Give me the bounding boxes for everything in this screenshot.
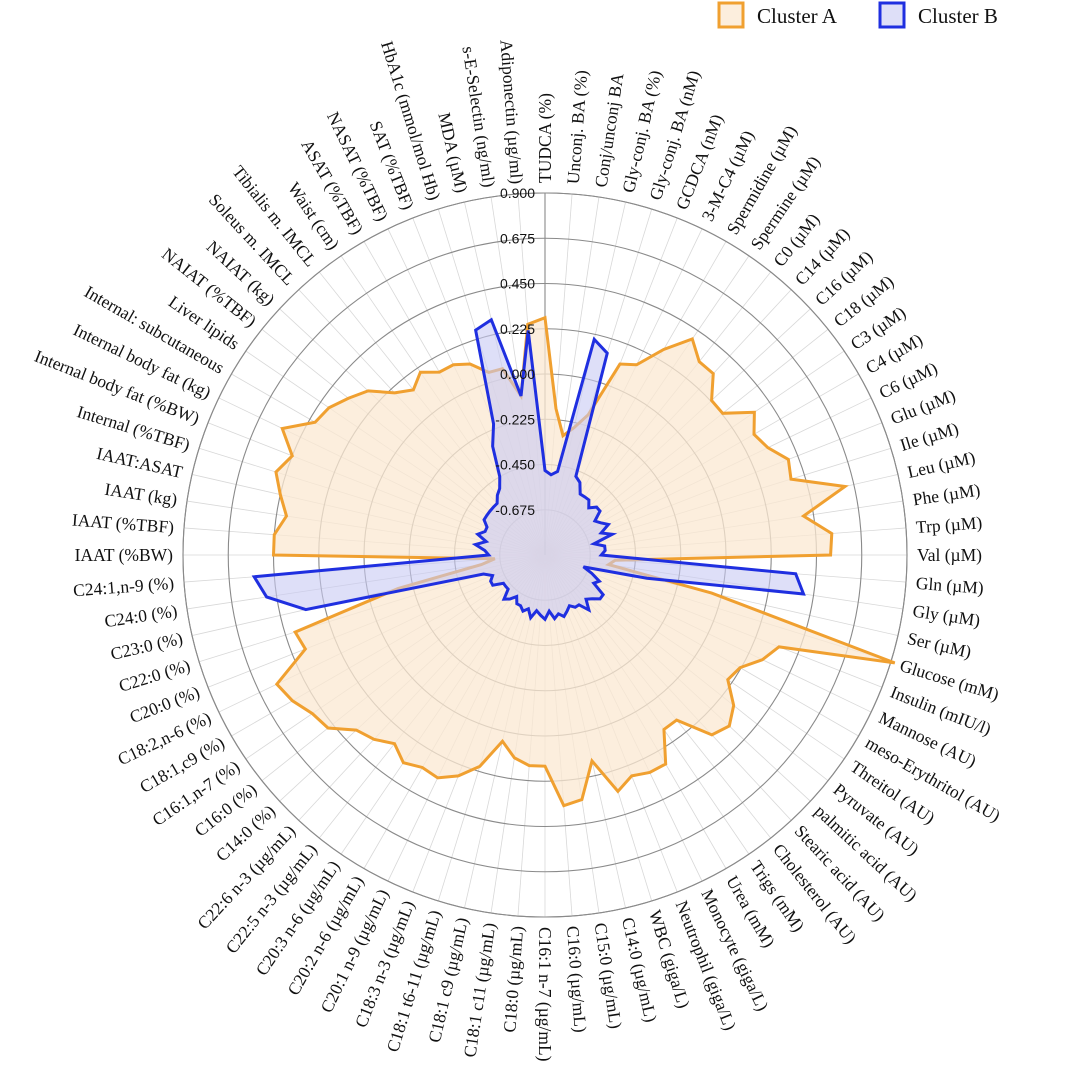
category-label: C16:1 n-7 (µg/mL) [535, 927, 555, 1062]
category-label: Ser (µM) [905, 628, 973, 662]
tick-label: -0.225 [495, 411, 535, 427]
legend-swatch-cluster-a [717, 1, 745, 29]
tick-labels: 0.900 0.675 0.450 0.225 0.000 -0.225 -0.450 -0.… [495, 185, 535, 518]
legend: Cluster A Cluster B [717, 1, 998, 29]
tick-label: 0.450 [500, 276, 535, 292]
series-layer [251, 315, 896, 808]
category-label: Trp (µM) [915, 512, 983, 537]
tick-label: 0.675 [500, 230, 535, 246]
category-label: IAAT (%BW) [75, 545, 174, 565]
category-label: C18:0 (µg/mL) [499, 925, 527, 1033]
category-label: IAAT (%TBF) [71, 510, 175, 538]
category-label: TUDCA (%) [535, 93, 555, 183]
legend-swatch-cluster-b [878, 1, 906, 29]
tick-label: 0.900 [500, 185, 535, 201]
category-label: Val (µM) [917, 545, 982, 565]
category-label: Adiponectin (µg/ml) [496, 39, 527, 185]
category-label: Gln (µM) [915, 573, 984, 598]
category-label: C24:1,n-9 (%) [72, 573, 174, 601]
category-label: IAAT (kg) [103, 479, 178, 510]
legend-label-cluster-b: Cluster B [918, 4, 998, 28]
category-label: Phe (µM) [911, 480, 981, 510]
category-label: Gly (µM) [911, 601, 981, 631]
series-polygon-cluster-b [251, 317, 806, 622]
category-label: C16:0 (µg/mL) [563, 925, 591, 1033]
category-label: C15:0 (µg/mL) [591, 921, 627, 1030]
tick-label: 0.225 [500, 321, 535, 337]
tick-label: 0.000 [500, 366, 535, 382]
legend-label-cluster-a: Cluster A [757, 4, 838, 28]
category-label: C24:0 (%) [103, 601, 179, 632]
category-label: Leu (µM) [905, 447, 977, 482]
tick-label: -0.450 [495, 457, 535, 473]
category-label: Unconj. BA (%) [563, 69, 592, 185]
tick-label: -0.675 [495, 502, 535, 518]
